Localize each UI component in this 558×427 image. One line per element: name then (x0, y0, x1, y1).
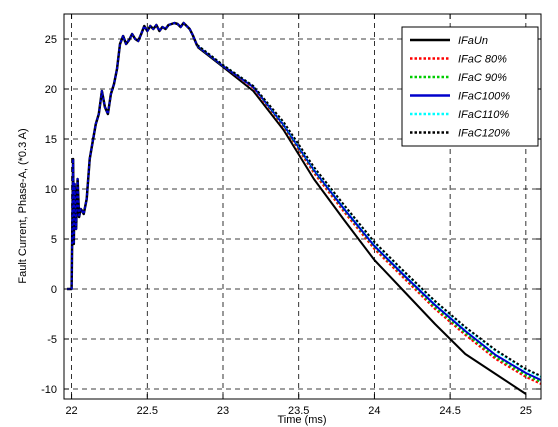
common-segment-overlay (67, 22, 199, 290)
x-tick-label: 22.5 (137, 405, 158, 417)
y-tick-label: 0 (51, 284, 57, 296)
series-line-3 (196, 45, 542, 381)
x-tick-label: 23 (217, 405, 229, 417)
plot-frame (63, 13, 542, 400)
series-lines (67, 21, 542, 395)
y-tick-label: -5 (47, 334, 57, 346)
legend-label-4: IFaC110% (458, 109, 509, 121)
y-tick-label: 10 (45, 184, 57, 196)
legend-label-5: IFaC120% (458, 128, 510, 140)
x-tick-label: 23.5 (288, 405, 309, 417)
series-line-5 (196, 44, 542, 377)
legend-label-0: IFaUn (458, 35, 488, 47)
series-line-0 (196, 46, 527, 395)
x-axis-title: Time (ms) (277, 414, 326, 426)
y-tick-label: 25 (45, 34, 57, 46)
series-line-1 (196, 45, 542, 385)
legend-label-3: IFaC100% (458, 91, 510, 103)
y-axis-title: Fault Current, Phase-A, (*0.3 A) (17, 128, 29, 283)
legend-label-2: IFaC 90% (458, 72, 507, 84)
y-tick-label: 20 (45, 84, 57, 96)
x-tick-label: 22 (65, 405, 77, 417)
legend-label-1: IFaC 80% (458, 54, 507, 66)
x-tick-label: 25 (520, 405, 532, 417)
y-tick-label: 5 (51, 234, 57, 246)
legend-box (401, 26, 539, 147)
x-tick-label: 24.5 (439, 405, 460, 417)
y-tick-label: 15 (45, 134, 57, 146)
axis-ticks: 22 22.5 23 23.5 24 24.5 25 -10 -5 0 5 10 15 20 25 (41, 14, 541, 417)
x-tick-label: 24 (368, 405, 380, 417)
legend: IFaUn IFaC 80% IFaC 90% IFaC100% IFaC110% IFa… (401, 26, 539, 147)
y-tick-label: -10 (41, 384, 57, 396)
